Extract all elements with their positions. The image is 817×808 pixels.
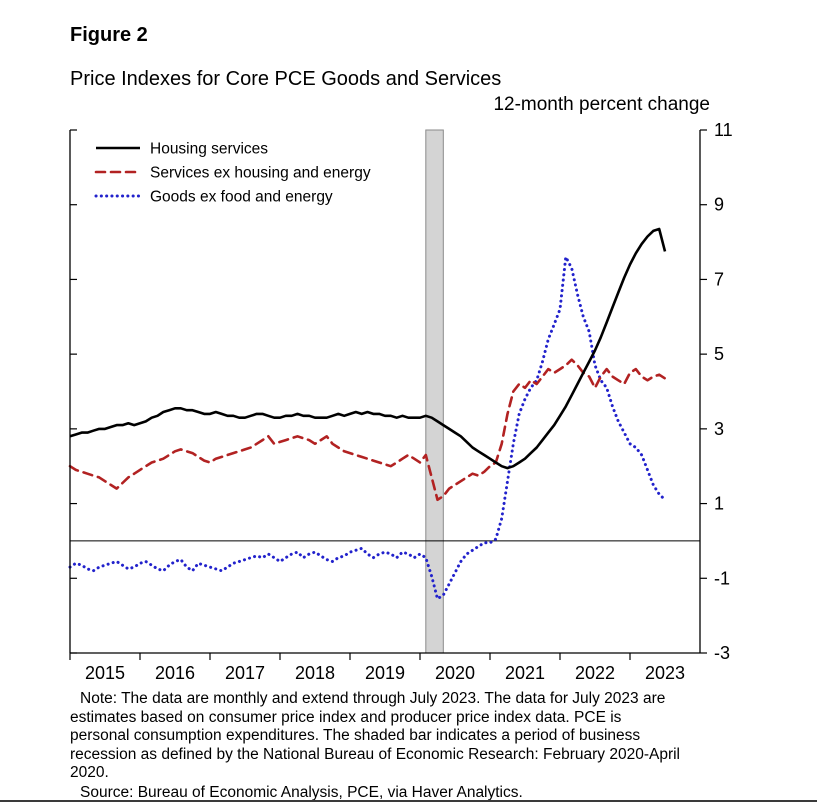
y-tick-label: 9: [714, 195, 724, 215]
x-tick-label: 2016: [155, 663, 195, 683]
y-tick-label: -3: [714, 643, 730, 663]
unit-label: 12-month percent change: [493, 94, 710, 115]
recession-band: [425, 129, 444, 654]
x-tick-label: 2017: [225, 663, 265, 683]
series-services-ex-housing-energy: [68, 358, 667, 502]
y-tick-label: 11: [714, 120, 733, 140]
legend-label-housing-services: Housing services: [150, 141, 268, 158]
source-text: Source: Bureau of Economic Analysis, PCE…: [80, 783, 523, 801]
note-text: Note: The data are monthly and extend th…: [70, 690, 680, 782]
x-tick-label: 2023: [645, 663, 685, 683]
x-tick-label: 2018: [295, 663, 335, 683]
x-tick-label: 2021: [505, 663, 545, 683]
y-tick-label: 1: [714, 494, 724, 514]
y-tick-label: 5: [714, 344, 724, 364]
x-tick-label: 2020: [435, 663, 475, 683]
y-tick-label: -1: [714, 568, 730, 588]
legend-label-services-ex-housing-energy: Services ex housing and energy: [150, 165, 371, 182]
x-tick-label: 2015: [85, 663, 125, 683]
x-tick-label: 2022: [575, 663, 615, 683]
series-housing-services: [69, 227, 667, 470]
y-tick-label: 3: [714, 419, 724, 439]
bottom-rule: [0, 800, 817, 802]
y-tick-label: 7: [714, 269, 724, 289]
figure-title: Price Indexes for Core PCE Goods and Ser…: [70, 68, 502, 90]
core-pce-chart: -3 -1 1 3 5 7 9 11 2015 2016 2017 2018 2019 2020 2021 2…: [68, 120, 733, 683]
x-tick-label: 2019: [365, 663, 405, 683]
legend-label-goods-ex-food-energy: Goods ex food and energy: [150, 189, 333, 206]
figure-label: Figure 2: [70, 24, 148, 46]
series-goods-ex-food-energy: [68, 255, 667, 601]
